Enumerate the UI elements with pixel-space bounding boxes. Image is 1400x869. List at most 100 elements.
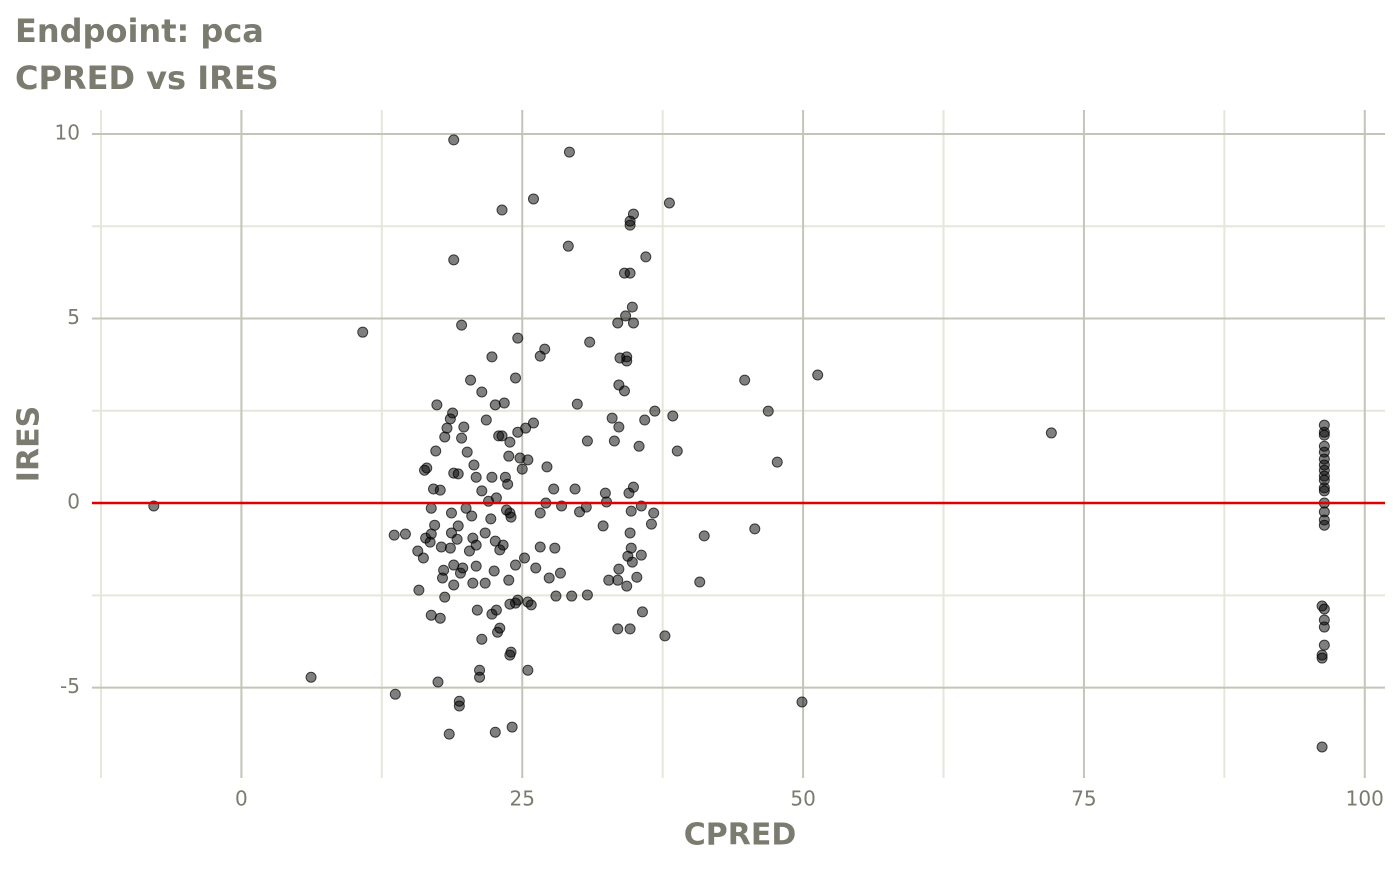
point xyxy=(534,541,546,553)
point xyxy=(549,542,561,554)
point xyxy=(648,507,660,519)
x-tick-label: 50 xyxy=(790,787,815,811)
point xyxy=(649,405,661,417)
point xyxy=(621,355,633,367)
point xyxy=(527,417,539,429)
point xyxy=(749,523,761,535)
y-tick-label: 0 xyxy=(67,490,80,514)
chart-subtitle: CPRED vs IRES xyxy=(15,59,279,97)
point xyxy=(476,485,488,497)
x-tick-label: 0 xyxy=(235,787,248,811)
point xyxy=(541,461,553,473)
point xyxy=(698,530,710,542)
point xyxy=(512,332,524,344)
point xyxy=(430,445,442,457)
point xyxy=(496,430,508,442)
point xyxy=(667,410,679,422)
y-tick-label: 5 xyxy=(67,305,80,329)
point xyxy=(425,609,437,621)
point xyxy=(489,726,501,738)
point xyxy=(451,533,463,545)
point xyxy=(448,134,460,146)
point xyxy=(431,399,443,411)
point xyxy=(627,317,639,329)
point xyxy=(631,571,643,583)
point xyxy=(522,664,534,676)
point xyxy=(399,528,411,540)
point xyxy=(471,604,483,616)
y-axis-title: IRES xyxy=(12,406,47,482)
point xyxy=(388,529,400,541)
point xyxy=(417,552,429,564)
point xyxy=(441,422,453,434)
point xyxy=(569,483,581,495)
point xyxy=(434,484,446,496)
point xyxy=(305,671,317,683)
chart-title: Endpoint: pca xyxy=(15,12,264,50)
point xyxy=(510,372,522,384)
point xyxy=(771,456,783,468)
point xyxy=(620,310,632,322)
point xyxy=(1316,741,1328,753)
point xyxy=(613,563,625,575)
point xyxy=(562,240,574,252)
point xyxy=(612,574,624,586)
point xyxy=(762,405,774,417)
point xyxy=(419,464,431,476)
point xyxy=(452,520,464,532)
point xyxy=(581,435,593,447)
point xyxy=(445,507,457,519)
point xyxy=(444,542,456,554)
point xyxy=(496,204,508,216)
point xyxy=(626,301,638,313)
point xyxy=(486,471,498,483)
point xyxy=(492,626,504,638)
point xyxy=(489,399,501,411)
point xyxy=(571,398,583,410)
point xyxy=(1318,639,1330,651)
point xyxy=(534,507,546,519)
point xyxy=(574,506,586,518)
point xyxy=(584,336,596,348)
point xyxy=(621,580,633,592)
point xyxy=(448,254,460,266)
point xyxy=(510,559,522,571)
point xyxy=(424,536,436,548)
point xyxy=(522,454,534,466)
point xyxy=(504,436,516,448)
x-tick-label: 25 xyxy=(510,787,535,811)
point xyxy=(739,374,751,386)
point xyxy=(625,505,637,517)
point xyxy=(506,721,518,733)
y-tick-label: 10 xyxy=(55,120,80,144)
point xyxy=(618,385,630,397)
point xyxy=(1318,485,1330,497)
point xyxy=(461,446,473,458)
point xyxy=(490,492,502,504)
point xyxy=(476,633,488,645)
point xyxy=(612,317,624,329)
point xyxy=(525,599,537,611)
point xyxy=(436,572,448,584)
point xyxy=(453,700,465,712)
point xyxy=(636,606,648,618)
point xyxy=(439,591,451,603)
point xyxy=(486,351,498,363)
point xyxy=(454,567,466,579)
point xyxy=(498,397,510,409)
point xyxy=(639,414,651,426)
point xyxy=(470,471,482,483)
point xyxy=(465,374,477,386)
point xyxy=(796,696,808,708)
point xyxy=(502,478,514,490)
point xyxy=(624,623,636,635)
point xyxy=(474,671,486,683)
point xyxy=(444,413,456,425)
point xyxy=(626,556,638,568)
point xyxy=(494,544,506,556)
point xyxy=(1318,621,1330,633)
point xyxy=(476,386,488,398)
point xyxy=(389,688,401,700)
point xyxy=(612,623,624,635)
point xyxy=(456,319,468,331)
